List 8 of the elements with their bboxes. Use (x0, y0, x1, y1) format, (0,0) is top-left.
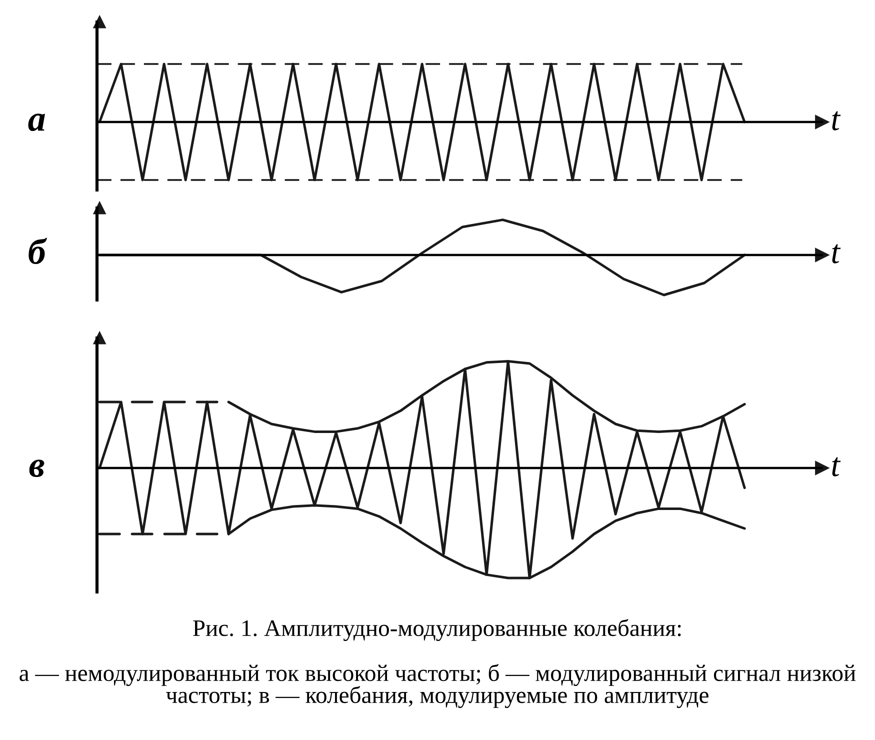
x-axis-title: t (832, 244, 841, 264)
x-axis-title: t (832, 111, 841, 130)
y-axis-title: в (29, 460, 44, 478)
y-axis-title: б (28, 238, 48, 264)
text: Рис. 1. Амплитудно-модулированные колебания: (193, 619, 681, 641)
text: а — немодулированный ток высокой частоты; б — модулированный сигнал низкой частоты; в — колебания, модулируемые по амплитуде (20, 664, 856, 708)
y-axis-title: а (28, 114, 45, 132)
x-axis-title: t (832, 457, 841, 476)
